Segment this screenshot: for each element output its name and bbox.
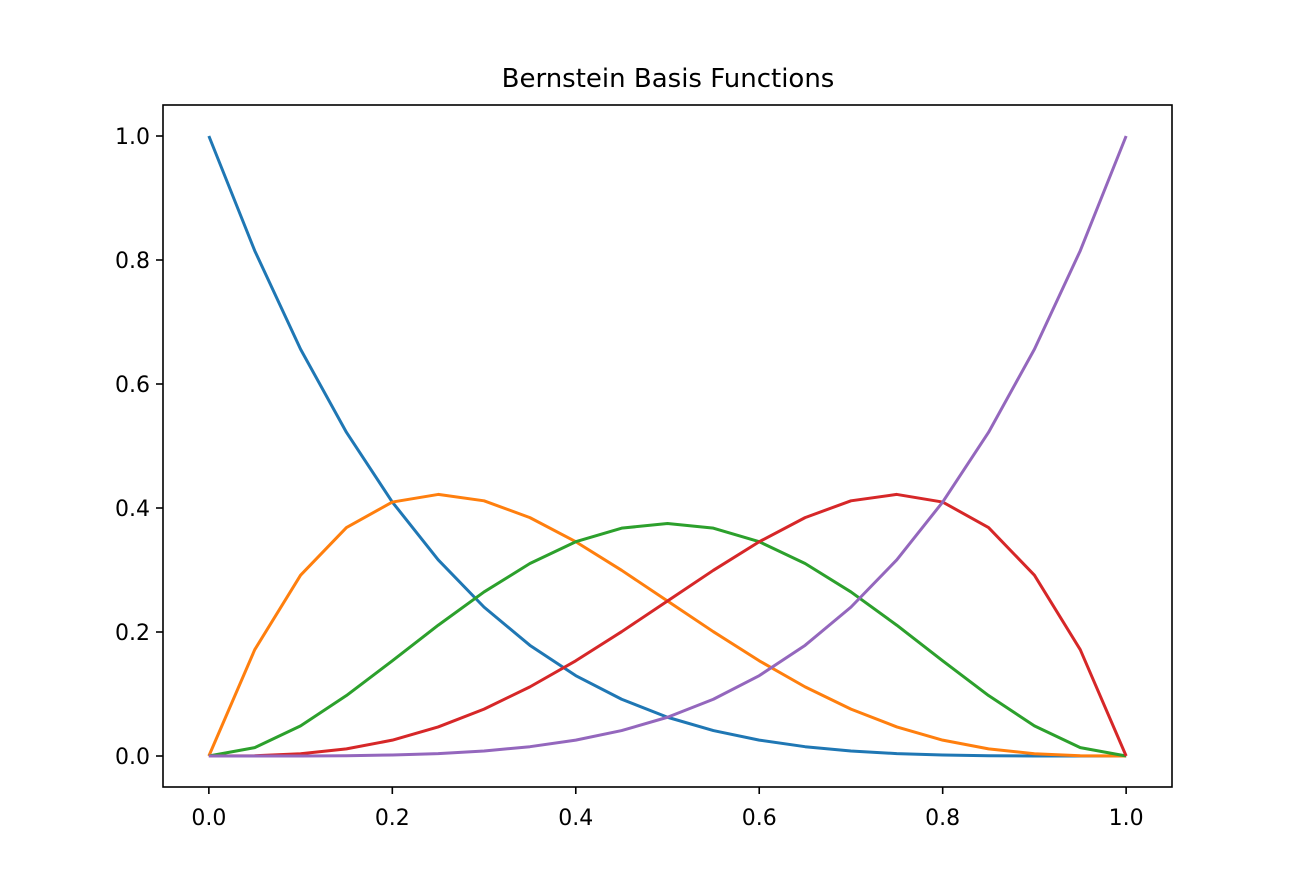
y-tick-label: 1.0 xyxy=(115,125,150,150)
series-line-3 xyxy=(208,492,1128,758)
y-axis: 0.0 0.2 0.4 0.6 0.8 1.0 xyxy=(115,125,163,770)
series-line-4 xyxy=(208,135,1128,758)
series-line-0 xyxy=(207,135,1127,758)
x-tick-label: 0.2 xyxy=(375,806,410,831)
axes-frame xyxy=(162,104,1173,788)
y-tick-label: 0.4 xyxy=(115,497,150,522)
x-tick-label: 0.6 xyxy=(742,806,777,831)
chart-title: Bernstein Basis Functions xyxy=(502,64,835,94)
y-tick-label: 0.6 xyxy=(115,373,150,398)
y-tick-label: 0.2 xyxy=(115,621,150,646)
x-axis: 0.0 0.2 0.4 0.6 0.8 1.0 xyxy=(191,787,1144,831)
y-tick-label: 0.8 xyxy=(115,249,150,274)
y-tick-label: 0.0 xyxy=(115,745,150,770)
x-tick-label: 0.4 xyxy=(558,806,593,831)
series-line-2 xyxy=(208,522,1127,758)
x-tick-label: 0.8 xyxy=(925,806,960,831)
x-tick-label: 1.0 xyxy=(1109,806,1144,831)
x-tick-label: 0.0 xyxy=(191,806,226,831)
series-layer xyxy=(207,135,1128,758)
